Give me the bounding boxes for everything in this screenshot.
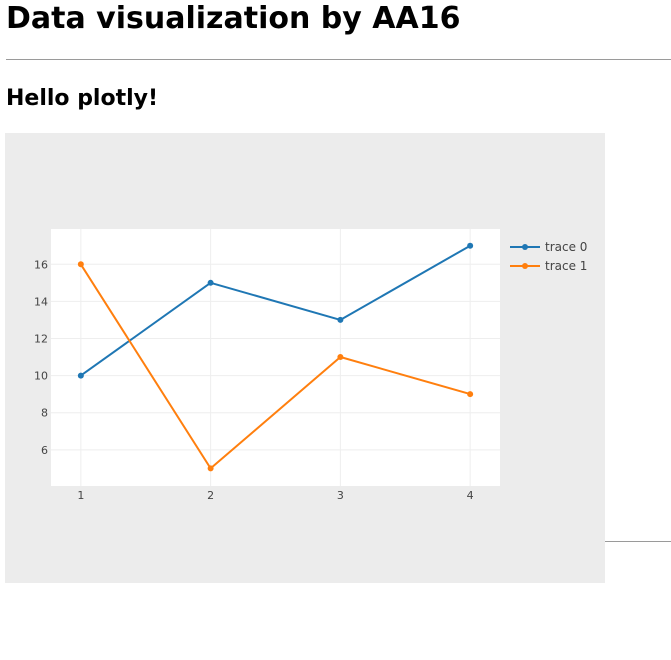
legend-item-label[interactable]: trace 0 <box>545 240 587 254</box>
page-title: Data visualization by AA16 <box>6 1 461 36</box>
y-tick-label: 16 <box>34 258 48 271</box>
data-point[interactable] <box>77 261 84 268</box>
y-tick-label: 6 <box>41 444 48 457</box>
data-point[interactable] <box>337 316 344 323</box>
y-tick-label: 10 <box>34 370 48 383</box>
data-point[interactable] <box>77 372 84 379</box>
series-line-1[interactable] <box>79 263 471 470</box>
x-tick-label: 4 <box>467 489 474 502</box>
data-point[interactable] <box>467 391 474 398</box>
y-tick-label: 14 <box>34 295 48 308</box>
data-point[interactable] <box>467 242 474 249</box>
x-tick-label: 2 <box>207 489 214 502</box>
legend-marker[interactable] <box>522 263 528 269</box>
y-tick-label: 12 <box>34 332 48 345</box>
divider-bottom <box>600 541 671 542</box>
series-line-0[interactable] <box>80 244 471 377</box>
divider-top <box>6 59 671 60</box>
data-point[interactable] <box>337 354 344 361</box>
section-title: Hello plotly! <box>6 86 159 111</box>
y-tick-label: 8 <box>41 407 48 420</box>
x-tick-label: 1 <box>77 489 84 502</box>
data-point[interactable] <box>207 465 214 472</box>
legend-item-label[interactable]: trace 1 <box>545 259 587 273</box>
data-point[interactable] <box>207 279 214 286</box>
plotly-chart[interactable]: 1 2 3 4 6 8 10 12 14 16 trace 0 trace 1 <box>5 133 605 583</box>
legend-marker[interactable] <box>522 244 528 250</box>
x-tick-label: 3 <box>337 489 344 502</box>
